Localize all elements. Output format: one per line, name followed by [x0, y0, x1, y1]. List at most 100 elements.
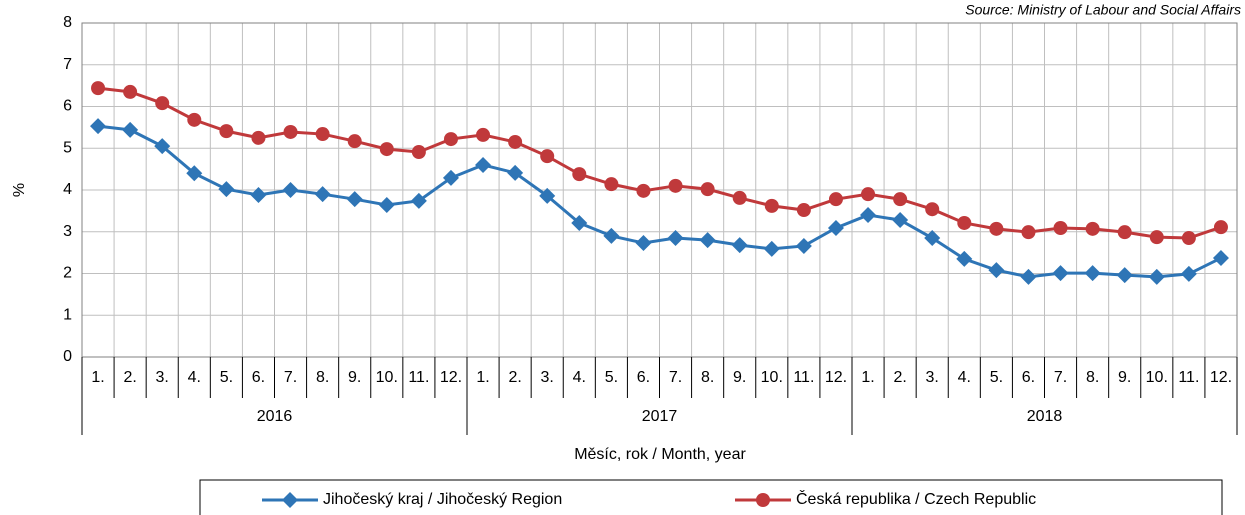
legend-label: Jihočeský kraj / Jihočeský Region: [323, 491, 562, 508]
point: [411, 145, 426, 160]
y-axis-label: %: [11, 183, 28, 197]
point: [1180, 265, 1197, 282]
point: [1212, 250, 1229, 267]
point: [796, 203, 811, 218]
point: [860, 207, 877, 224]
x-tick-label: 8.: [316, 369, 329, 386]
point: [892, 212, 909, 229]
point: [956, 250, 973, 267]
source: Source: Ministry of Labour and Social Af…: [965, 2, 1241, 18]
x-tick-label: 5.: [605, 369, 618, 386]
point: [957, 215, 972, 230]
x-tick-label: 2.: [123, 369, 136, 386]
x-tick-label: 12.: [825, 369, 847, 386]
point: [989, 221, 1004, 236]
y-tick-label: 8: [63, 14, 72, 31]
point: [219, 124, 234, 139]
x-tick-label: 11.: [1178, 369, 1199, 386]
point: [699, 232, 716, 249]
point: [475, 156, 492, 173]
point: [123, 84, 138, 99]
point: [186, 165, 203, 182]
y-tick-label: 7: [63, 56, 72, 73]
x-tick-label: 11.: [408, 369, 429, 386]
y-tick-label: 2: [63, 265, 72, 282]
point: [187, 112, 202, 127]
x-tick-label: 8.: [1086, 369, 1099, 386]
x-tick-label: 10.: [376, 369, 398, 386]
point: [507, 164, 524, 181]
point: [1116, 267, 1133, 284]
point: [1085, 221, 1100, 236]
x-tick-label: 8.: [701, 369, 714, 386]
point: [346, 191, 363, 208]
legend-marker: [282, 492, 298, 508]
x-tick-label: 3.: [156, 369, 169, 386]
x-tick-label: 11.: [793, 369, 814, 386]
x-tick-label: 4.: [958, 369, 971, 386]
point: [893, 192, 908, 207]
point: [443, 132, 458, 147]
point: [122, 121, 139, 138]
point: [604, 177, 619, 192]
point: [282, 182, 299, 198]
x-tick-label: 1.: [91, 369, 104, 386]
legend-label: Česká republika / Czech Republic: [796, 489, 1036, 508]
point: [314, 186, 331, 203]
point: [828, 192, 843, 207]
x-tick-label: 9.: [733, 369, 746, 386]
y-tick-label: 5: [63, 139, 72, 156]
x-tick-label: 7.: [669, 369, 682, 386]
x-tick-label: 7.: [284, 369, 297, 386]
point: [476, 127, 491, 142]
point: [731, 237, 748, 254]
point: [251, 130, 266, 145]
x-tick-label: 3.: [926, 369, 939, 386]
point: [540, 149, 555, 164]
point: [636, 183, 651, 198]
x-tick-label: 5.: [990, 369, 1003, 386]
x-tick-label: 3.: [541, 369, 554, 386]
point: [91, 81, 106, 96]
x-tick-label: 2.: [508, 369, 521, 386]
point: [155, 96, 170, 111]
x-tick-label: 1.: [476, 369, 489, 386]
legend-marker: [756, 493, 770, 507]
point: [668, 178, 683, 193]
point: [732, 190, 747, 205]
year-label: 2016: [257, 408, 293, 425]
point: [827, 219, 844, 236]
point: [1148, 268, 1165, 285]
year-label: 2018: [1027, 408, 1063, 425]
x-axis-label: Měsíc, rok / Month, year: [574, 446, 746, 463]
point: [667, 230, 684, 247]
point: [764, 198, 779, 213]
point: [1181, 231, 1196, 246]
point: [442, 169, 459, 186]
y-tick-label: 6: [63, 98, 72, 115]
x-tick-label: 12.: [1210, 369, 1232, 386]
point: [218, 181, 235, 198]
point: [90, 118, 107, 135]
point: [700, 182, 715, 197]
x-tick-label: 10.: [761, 369, 783, 386]
point: [378, 197, 395, 214]
point: [924, 230, 941, 247]
y-tick-label: 4: [63, 181, 72, 198]
point: [379, 142, 394, 157]
point: [861, 187, 876, 202]
x-tick-label: 2.: [893, 369, 906, 386]
point: [763, 240, 780, 257]
x-tick-label: 1.: [861, 369, 874, 386]
point: [1020, 268, 1037, 285]
point: [410, 192, 427, 209]
year-label: 2017: [642, 408, 678, 425]
point: [635, 235, 652, 252]
point: [1213, 220, 1228, 235]
x-tick-label: 5.: [220, 369, 233, 386]
y-tick-label: 3: [63, 223, 72, 240]
legend-box: [199, 479, 1223, 515]
point: [283, 124, 298, 139]
point: [347, 134, 362, 149]
